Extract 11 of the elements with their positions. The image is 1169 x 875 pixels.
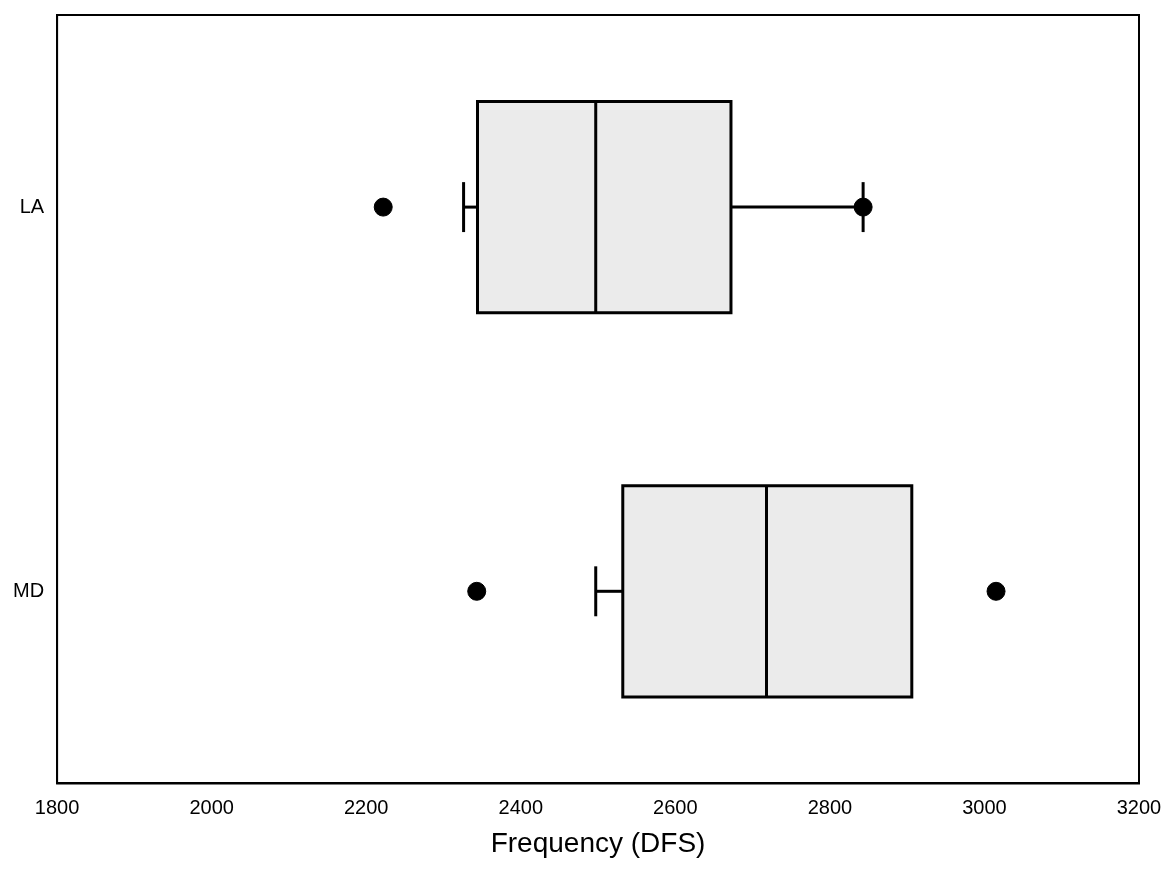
y-tick-label: MD — [12, 578, 45, 601]
x-tick-label: 2800 — [807, 795, 853, 818]
x-tick-label: 1800 — [34, 795, 80, 818]
x-tick-label: 2000 — [189, 795, 234, 818]
x-tick-label: 2600 — [653, 795, 698, 818]
x-tick-label: 2400 — [498, 795, 544, 818]
x-axis-title: Frequency (DFS) — [490, 826, 706, 858]
x-tick-label: 2200 — [343, 795, 389, 818]
x-tick-label: 3000 — [962, 795, 1007, 818]
x-tick-label: 3200 — [1116, 795, 1162, 818]
y-tick-label: LA — [19, 194, 45, 217]
